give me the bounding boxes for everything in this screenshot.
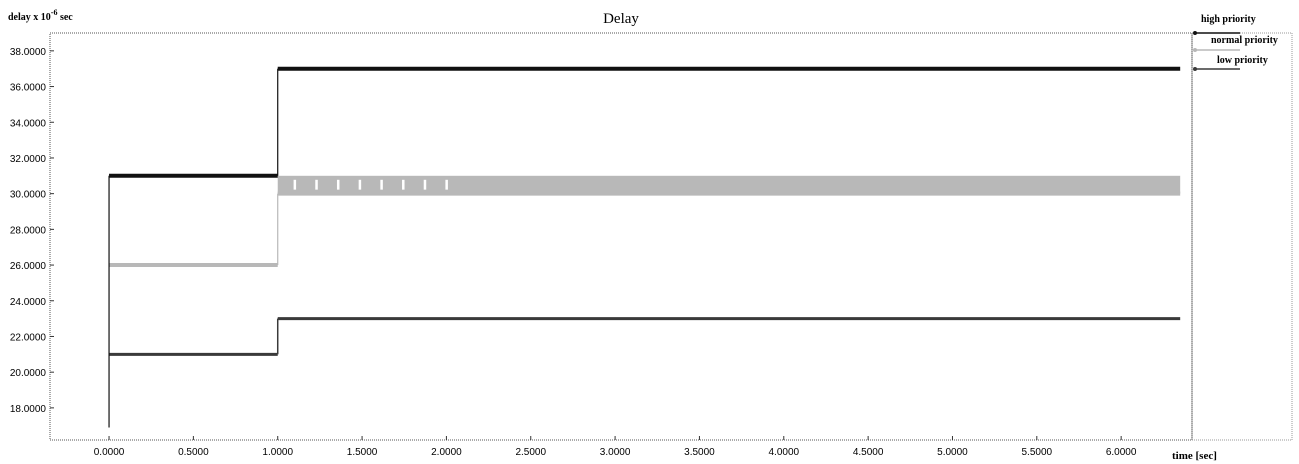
x-tick-label: 0.5000 (178, 447, 209, 458)
legend: high priority normal priority low priority (1193, 14, 1278, 71)
oscillation-gap (402, 179, 405, 190)
x-tick-label: 2.0000 (431, 447, 462, 458)
x-tick-label: 0.0000 (94, 447, 125, 458)
y-tick-label: 24.0000 (10, 297, 47, 308)
y-tick-label: 22.0000 (10, 332, 47, 343)
oscillation-gap (380, 179, 383, 190)
y-tick-label: 36.0000 (10, 83, 47, 94)
y-tick-label: 28.0000 (10, 225, 47, 236)
x-tick-label: 5.5000 (1022, 447, 1053, 458)
x-tick-label: 3.0000 (600, 447, 631, 458)
x-tick-label: 4.5000 (853, 447, 884, 458)
x-axis: 0.0000 0.5000 1.0000 1.5000 2.0000 2.5000 3.00… (94, 436, 1137, 458)
series-lines (108, 66, 1181, 428)
x-tick-label: 3.5000 (684, 447, 715, 458)
legend-label-low-priority: low priority (1217, 55, 1268, 66)
normal-priority-oscillation-band (277, 175, 1181, 194)
legend-marker-normal-priority (1193, 48, 1197, 52)
y-axis-label: delay x 10-6 sec (8, 8, 73, 23)
legend-frame (1191, 32, 1293, 441)
y-axis: 18.0000 20.0000 22.0000 24.0000 26.0000 28.00… (10, 47, 54, 415)
x-tick-label: 5.0000 (937, 447, 968, 458)
x-tick-label: 1.5000 (347, 447, 378, 458)
legend-label-normal-priority: normal priority (1211, 35, 1278, 46)
legend-marker-high-priority (1193, 31, 1197, 35)
oscillation-gap (423, 179, 427, 190)
x-tick-label: 2.5000 (515, 447, 546, 458)
x-tick-label: 4.0000 (768, 447, 799, 458)
y-tick-label: 38.0000 (10, 47, 47, 58)
x-tick-label: 1.0000 (262, 447, 293, 458)
x-axis-label: time [sec] (1172, 450, 1217, 462)
y-tick-label: 34.0000 (10, 118, 47, 129)
chart-title: Delay (603, 11, 639, 27)
x-tick-label: 6.0000 (1106, 447, 1137, 458)
y-axis-label-suffix: sec (57, 12, 73, 23)
plot-area-frame (49, 32, 1193, 441)
legend-marker-low-priority (1193, 67, 1197, 71)
oscillation-gap (445, 179, 448, 190)
y-tick-label: 18.0000 (10, 404, 47, 415)
oscillation-gap (293, 179, 297, 190)
y-axis-label-exponent: -6 (51, 8, 58, 17)
y-tick-label: 26.0000 (10, 261, 47, 272)
oscillation-gap (358, 179, 362, 190)
oscillation-gap (315, 179, 318, 190)
y-tick-label: 32.0000 (10, 154, 47, 165)
legend-label-high-priority: high priority (1201, 14, 1256, 25)
y-axis-label-prefix: delay x 10 (8, 12, 51, 23)
y-tick-label: 30.0000 (10, 190, 47, 201)
oscillation-gap (336, 179, 340, 190)
y-tick-label: 20.0000 (10, 368, 47, 379)
